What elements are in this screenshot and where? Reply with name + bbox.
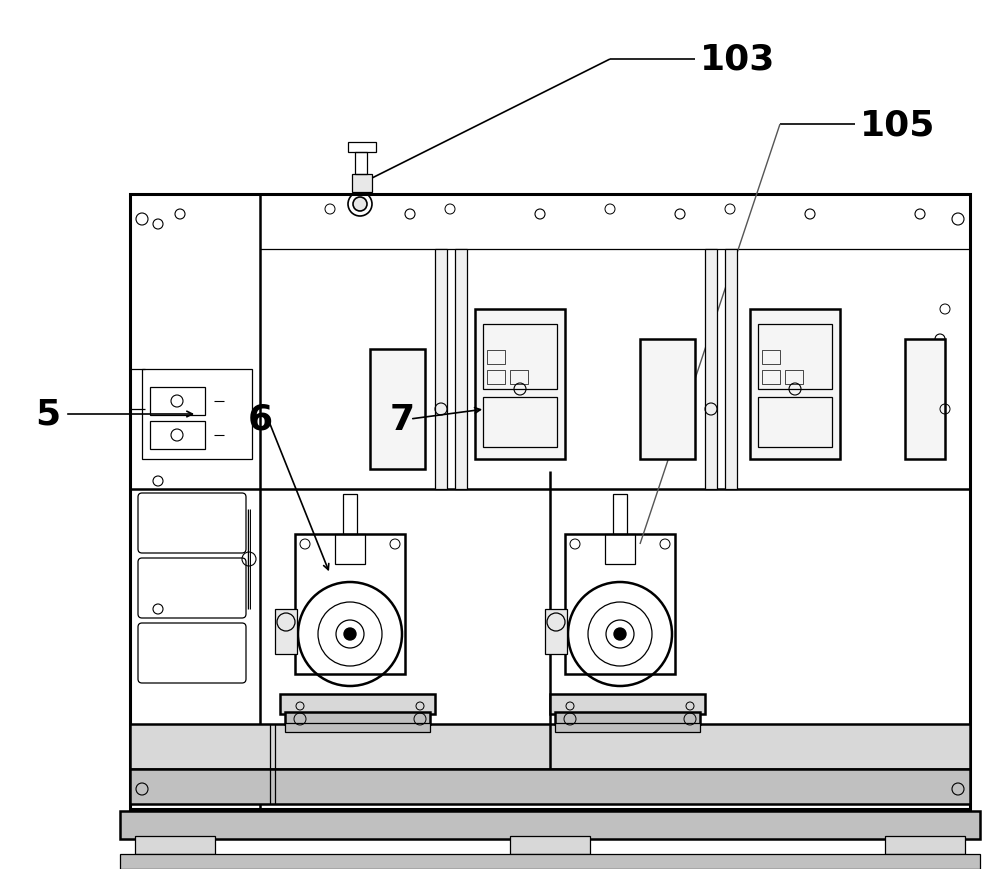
Bar <box>275 609 297 654</box>
Bar <box>605 534 635 564</box>
Bar <box>758 397 832 448</box>
Bar <box>785 370 803 385</box>
Bar <box>885 836 965 854</box>
Bar <box>130 769 970 804</box>
Bar <box>120 854 980 869</box>
Bar <box>483 397 557 448</box>
Bar <box>150 388 205 415</box>
Bar <box>285 723 430 733</box>
Bar <box>762 370 780 385</box>
Bar <box>510 836 590 854</box>
Bar <box>487 370 505 385</box>
Bar <box>510 370 528 385</box>
Bar <box>555 723 700 733</box>
Text: 6: 6 <box>248 402 273 436</box>
Bar <box>348 143 376 153</box>
Bar <box>355 153 367 175</box>
Bar <box>150 421 205 449</box>
Bar <box>487 350 505 365</box>
Bar <box>370 349 425 469</box>
Bar <box>550 694 705 714</box>
Bar <box>483 325 557 389</box>
Bar <box>565 534 675 674</box>
Bar <box>343 494 357 534</box>
Circle shape <box>353 198 367 212</box>
Bar <box>295 534 405 674</box>
Text: 105: 105 <box>860 108 935 142</box>
Bar <box>545 609 567 654</box>
Bar <box>750 309 840 460</box>
Bar <box>130 724 970 769</box>
Bar <box>435 249 447 489</box>
Bar <box>280 694 435 714</box>
Bar <box>455 249 467 489</box>
Bar <box>705 249 717 489</box>
Bar <box>130 195 970 809</box>
Bar <box>120 811 980 839</box>
Bar <box>758 325 832 389</box>
Bar <box>613 494 627 534</box>
Bar <box>130 195 260 809</box>
Circle shape <box>344 628 356 640</box>
Text: 103: 103 <box>700 43 775 77</box>
Bar <box>335 534 365 564</box>
Bar <box>475 309 565 460</box>
Bar <box>135 836 215 854</box>
Bar <box>762 350 780 365</box>
Bar <box>640 340 695 460</box>
Bar <box>142 369 252 460</box>
Bar <box>555 713 700 724</box>
Text: 5: 5 <box>35 397 60 432</box>
Bar <box>725 249 737 489</box>
Bar <box>352 175 372 193</box>
Text: 7: 7 <box>390 402 415 436</box>
Bar <box>285 713 430 724</box>
Circle shape <box>614 628 626 640</box>
Bar <box>905 340 945 460</box>
